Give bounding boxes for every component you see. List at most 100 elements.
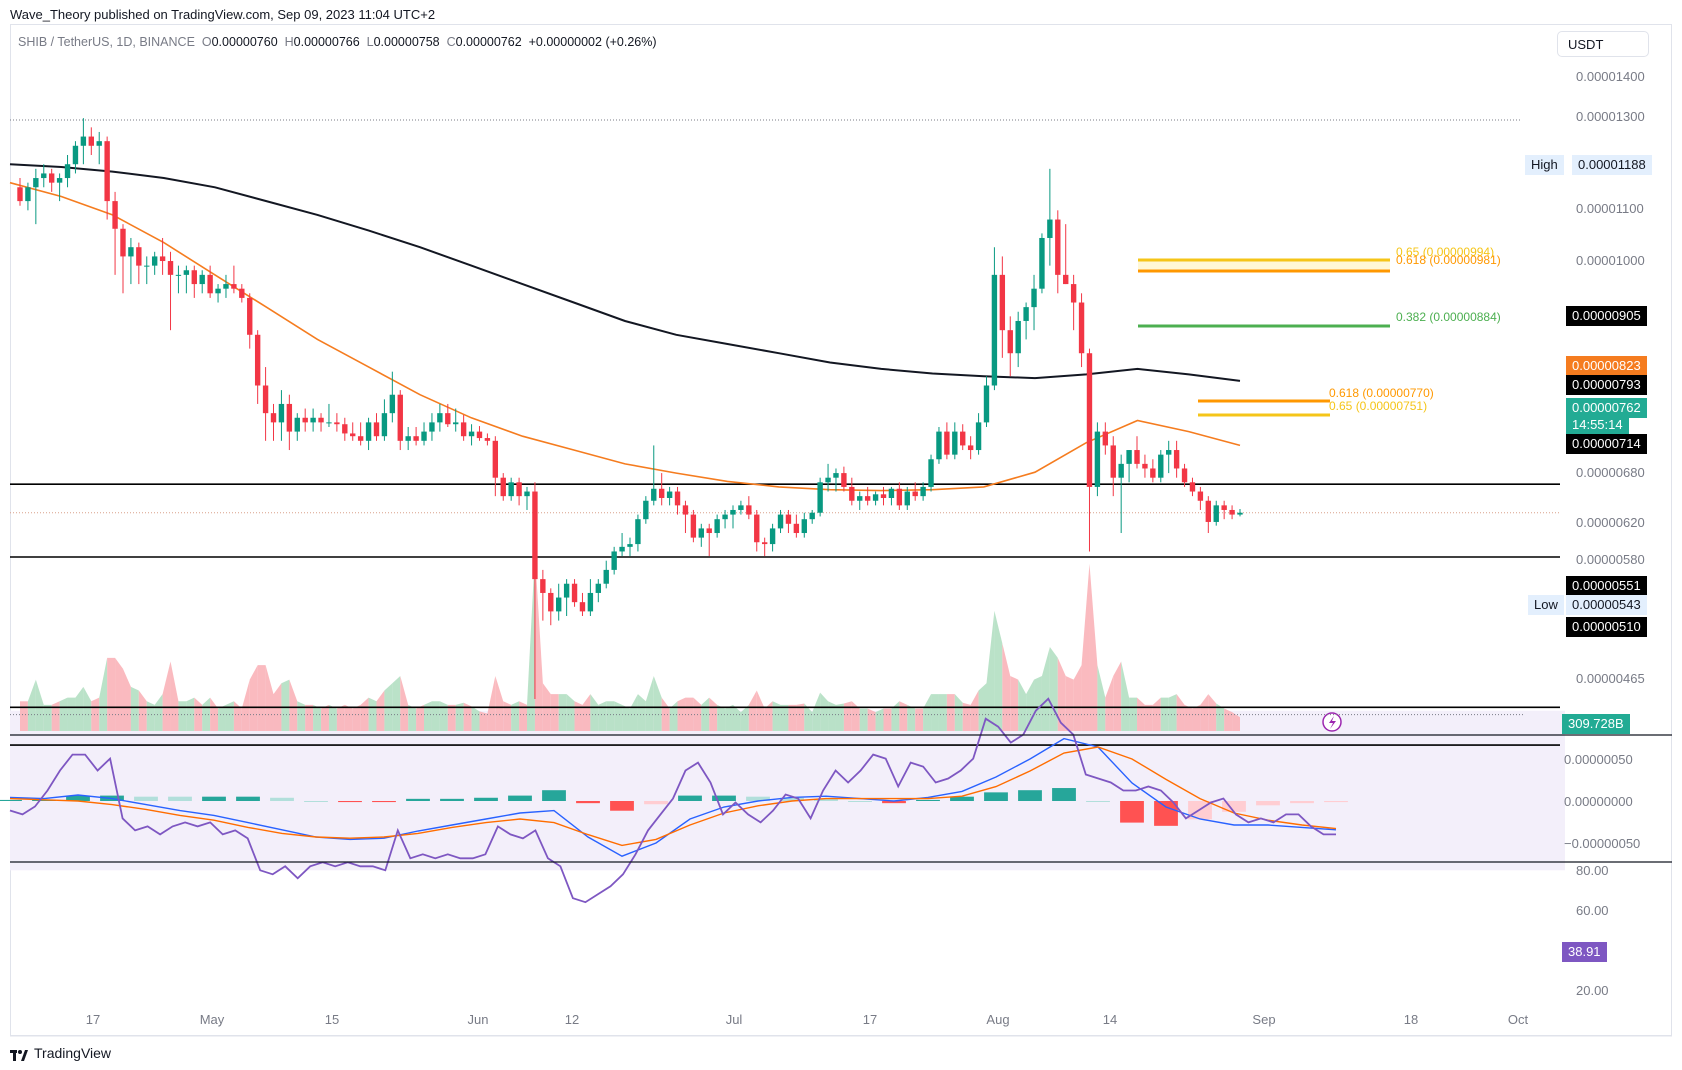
macd-histogram-bar	[814, 798, 838, 801]
volume-area-segment	[336, 704, 345, 731]
lightning-icon	[1329, 716, 1336, 729]
currency-selector[interactable]: USDT	[1557, 31, 1649, 57]
candle-body	[872, 494, 879, 501]
candle-body	[690, 514, 697, 538]
candle-body	[199, 274, 205, 285]
candle-body	[128, 247, 134, 257]
volume-area-segment	[1144, 704, 1153, 731]
brand-name: TradingView	[34, 1045, 112, 1061]
candle-body	[627, 544, 633, 547]
candle-body	[1134, 450, 1140, 464]
candle-body	[960, 431, 966, 446]
candle-body	[841, 473, 847, 487]
volume-area-segment	[1113, 661, 1122, 731]
candle-body	[460, 422, 467, 437]
candle-body	[952, 431, 958, 455]
macd-signal-line	[9, 746, 1337, 847]
candle-body	[223, 284, 229, 289]
macd-axis-label: 0.00000000	[1564, 794, 1633, 809]
volume-area-segment	[645, 675, 654, 731]
volume-area-segment	[1089, 563, 1098, 731]
candle-body	[880, 494, 887, 498]
volume-area-segment	[1192, 704, 1201, 731]
volume-area-segment	[622, 704, 630, 731]
candle-body	[294, 417, 300, 432]
volume-area-segment	[249, 665, 258, 731]
candle-body	[991, 274, 998, 386]
candle-body	[453, 422, 459, 425]
volume-area-segment	[1184, 704, 1193, 731]
volume-area-segment	[772, 701, 781, 731]
volume-area-segment	[748, 690, 757, 731]
candle-body	[1070, 284, 1077, 303]
volume-area-segment	[1232, 712, 1240, 731]
candle-body	[159, 256, 166, 262]
volume-area-segment	[431, 701, 440, 731]
candle-body	[857, 496, 863, 501]
volume-area-segment	[75, 686, 84, 731]
candle-body	[809, 512, 815, 520]
volume-area-segment	[946, 694, 955, 731]
volume-area-segment	[352, 704, 361, 731]
rsi-axis-label: 60.00	[1576, 903, 1609, 918]
candle-body	[1007, 330, 1013, 354]
macd-histogram-bar	[1086, 801, 1110, 802]
volume-area-segment	[1105, 675, 1114, 731]
volume-area-segment	[463, 702, 472, 731]
high-tag-value: 0.00001188	[1572, 155, 1652, 175]
volume-area-segment	[1224, 708, 1233, 731]
volume-area-segment	[400, 675, 409, 731]
close-label: C	[446, 35, 456, 49]
candle-body	[357, 436, 364, 441]
volume-area-segment	[534, 553, 543, 731]
volume-area-segment	[907, 704, 916, 731]
volume-area-segment	[233, 701, 242, 731]
candle-body	[548, 592, 554, 612]
volume-area-segment	[241, 679, 250, 731]
candle-body	[928, 459, 934, 487]
candle-body	[1181, 468, 1188, 483]
macd-histogram-bar	[508, 795, 532, 801]
candle-body	[1150, 468, 1156, 478]
volume-area-segment	[344, 704, 353, 731]
symbol-name[interactable]: SHIB / TetherUS, 1D, BINANCE	[18, 35, 195, 49]
candle-body	[651, 488, 657, 501]
time-axis-label: 17	[863, 1012, 877, 1027]
candle-body	[120, 228, 126, 257]
candle-body	[967, 445, 974, 451]
volume-area-segment	[455, 702, 464, 731]
candle-body	[239, 288, 245, 298]
candle-body	[136, 247, 142, 266]
candle-body	[817, 482, 823, 513]
volume-area-segment	[265, 665, 274, 731]
volume-area-segment	[1097, 665, 1106, 731]
countdown-tag: 14:55:14	[1566, 415, 1629, 435]
volume-area-segment	[843, 701, 852, 731]
volume-area-segment	[740, 704, 749, 731]
volume-area-segment	[107, 657, 116, 731]
volume-area-segment	[566, 694, 575, 731]
candle-body	[326, 422, 332, 424]
volume-area-segment	[598, 701, 607, 731]
volume-area-segment	[732, 704, 741, 731]
candle-body	[603, 569, 609, 584]
candle-body	[722, 514, 728, 520]
candle-body	[643, 500, 649, 520]
candle-body	[33, 178, 39, 188]
volume-area-segment	[804, 703, 813, 731]
candle-body	[516, 482, 522, 497]
volume-area-segment	[218, 704, 226, 731]
macd-histogram-bar	[1324, 801, 1348, 803]
candle-body	[1118, 463, 1124, 478]
volume-area-segment	[1168, 694, 1177, 731]
macd-histogram-bar	[984, 792, 1008, 801]
candle-body	[144, 265, 150, 267]
candle-body	[579, 602, 586, 612]
candle-body	[1237, 512, 1243, 515]
candle-body	[730, 509, 736, 515]
volume-area-segment	[479, 711, 488, 731]
candle-body	[350, 433, 356, 437]
volume-area-segment	[867, 708, 876, 731]
candle-body	[674, 491, 681, 506]
